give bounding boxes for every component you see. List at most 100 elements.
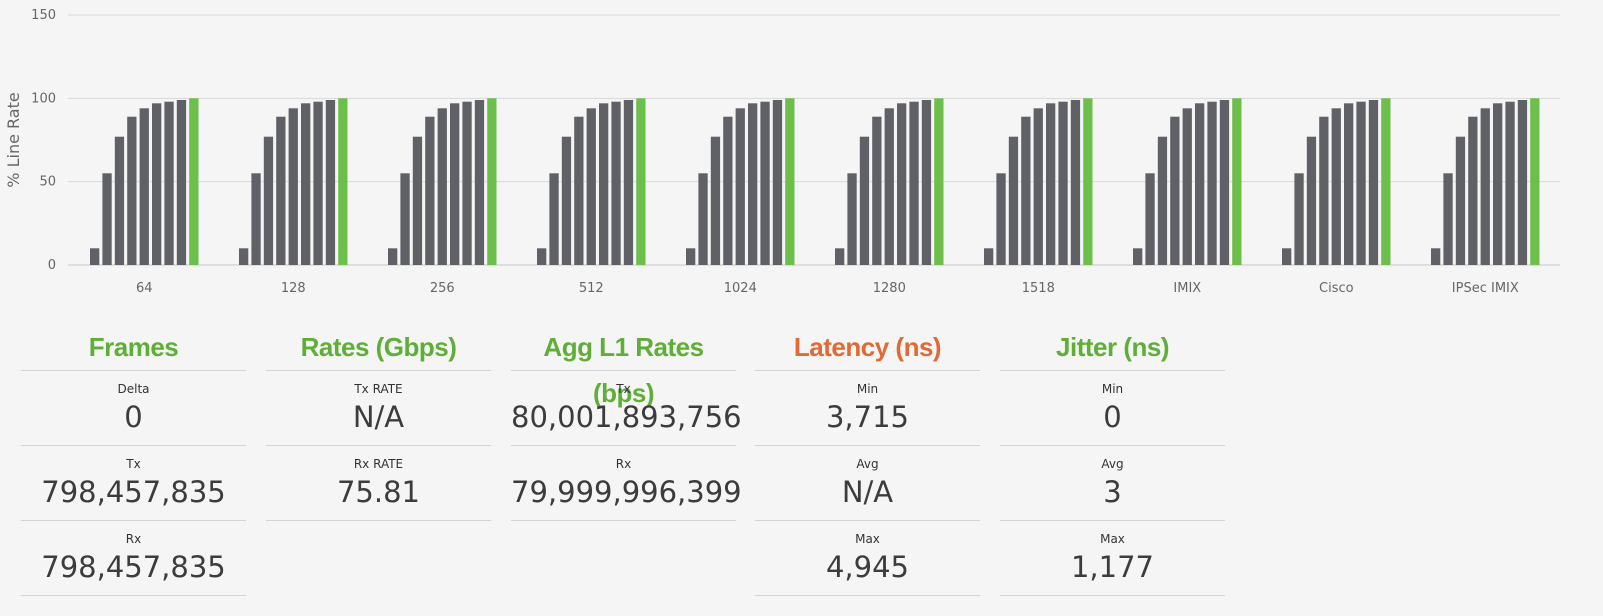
bar <box>139 108 149 265</box>
stat-label: Max <box>855 532 880 546</box>
bar <box>872 116 882 265</box>
bar <box>1058 101 1068 265</box>
bar <box>114 136 125 265</box>
stat-value: N/A <box>352 400 405 434</box>
chart-bars <box>90 98 1540 265</box>
bar <box>251 173 261 265</box>
bar <box>884 108 894 265</box>
bar <box>1008 136 1019 265</box>
stat-value: 75.81 <box>336 475 421 509</box>
y-tick-label: 100 <box>31 91 56 106</box>
bar <box>748 103 758 265</box>
latency-panel: Latency (ns) Min 3,715 Avg N/A Max 4,945 <box>755 324 980 596</box>
bar <box>263 136 274 265</box>
stat-label: Min <box>856 382 879 396</box>
bar <box>574 116 584 265</box>
x-tick-label: 512 <box>579 281 604 296</box>
bar <box>152 103 162 265</box>
jitter-avg-stat: Avg 3 <box>1000 446 1225 521</box>
stat-value: 3,715 <box>825 400 910 434</box>
bar <box>412 136 423 265</box>
stat-label: Max <box>1100 532 1125 546</box>
x-tick-label: IPSec IMIX <box>1452 281 1519 296</box>
bar <box>599 103 609 265</box>
bar <box>760 101 770 265</box>
bar <box>388 248 398 265</box>
stat-value: 3 <box>1103 475 1122 509</box>
bar <box>1070 100 1081 265</box>
stat-label: Delta <box>117 382 150 396</box>
stat-value: 798,457,835 <box>41 475 226 509</box>
stat-value: 0 <box>1103 400 1122 434</box>
stat-value: N/A <box>841 475 894 509</box>
bar <box>549 173 559 265</box>
frames-rx-stat: Rx 798,457,835 <box>21 521 246 596</box>
stat-label: Avg <box>856 457 879 471</box>
bar <box>239 248 249 265</box>
agg-l1-rates-panel: Agg L1 Rates (bps) Tx 80,001,893,756 Rx … <box>511 324 742 521</box>
latency-avg-stat: Avg N/A <box>755 446 980 521</box>
bar <box>909 101 919 265</box>
bar <box>698 173 708 265</box>
jitter-min-stat: Min 0 <box>1000 371 1225 446</box>
bar <box>1207 101 1217 265</box>
frames-tx-stat: Tx 798,457,835 <box>21 446 246 521</box>
bar <box>1046 103 1056 265</box>
bar <box>984 248 994 265</box>
bar <box>1219 100 1230 265</box>
bar <box>301 103 311 265</box>
stat-label: Tx <box>616 382 631 396</box>
frames-delta-stat: Delta 0 <box>21 371 246 446</box>
x-tick-label: Cisco <box>1319 281 1354 296</box>
frames-panel: Frames Delta 0 Tx 798,457,835 Rx 798,457… <box>21 324 246 596</box>
bar <box>1083 98 1093 265</box>
bar <box>450 103 460 265</box>
bar <box>400 173 410 265</box>
bar <box>1294 173 1304 265</box>
y-tick-label: 0 <box>48 258 56 273</box>
bar <box>1368 100 1379 265</box>
bar <box>338 98 348 265</box>
bar <box>735 108 745 265</box>
jitter-title: Jitter (ns) <box>1000 324 1225 371</box>
line-rate-chart: 0 50 100 150 64 128 256 512 1024 1280 1518 IMIX Cisc… <box>4 8 1560 296</box>
bar <box>437 108 447 265</box>
bar <box>1443 173 1453 265</box>
bar <box>859 136 870 265</box>
bar <box>897 103 907 265</box>
bar <box>1431 248 1441 265</box>
latency-min-stat: Min 3,715 <box>755 371 980 446</box>
bar <box>921 100 932 265</box>
bar <box>1306 136 1317 265</box>
bar <box>425 116 435 265</box>
rates-panel: Rates (Gbps) Tx RATE N/A Rx RATE 75.81 <box>266 324 491 521</box>
bar <box>623 100 634 265</box>
bar <box>1480 108 1490 265</box>
stat-label: Min <box>1101 382 1124 396</box>
agg-tx-stat: Tx 80,001,893,756 <box>511 371 742 446</box>
chart-labels: 0 50 100 150 64 128 256 512 1024 1280 1518 IMIX Cisc… <box>31 8 1519 296</box>
jitter-panel: Jitter (ns) Min 0 Avg 3 Max 1,177 <box>1000 324 1225 596</box>
stat-label: Rx <box>125 532 142 546</box>
bar <box>1331 108 1341 265</box>
frames-title: Frames <box>21 324 246 371</box>
bar <box>586 108 596 265</box>
bar <box>1468 116 1478 265</box>
bar <box>636 98 646 265</box>
bar <box>1381 98 1391 265</box>
bar <box>474 100 485 265</box>
x-tick-label: 256 <box>430 281 455 296</box>
agg-rx-stat: Rx 79,999,996,399 <box>511 446 742 521</box>
bar <box>1145 173 1155 265</box>
x-tick-label: 1024 <box>724 281 757 296</box>
stats-panels: Frames Delta 0 Tx 798,457,835 Rx 798,457… <box>21 324 1261 614</box>
bar <box>313 101 323 265</box>
bar <box>1493 103 1503 265</box>
stat-label: Avg <box>1101 457 1124 471</box>
bar <box>1344 103 1354 265</box>
bar <box>1021 116 1031 265</box>
bar <box>276 116 286 265</box>
bar <box>1157 136 1168 265</box>
bar <box>487 98 497 265</box>
bar <box>1182 108 1192 265</box>
